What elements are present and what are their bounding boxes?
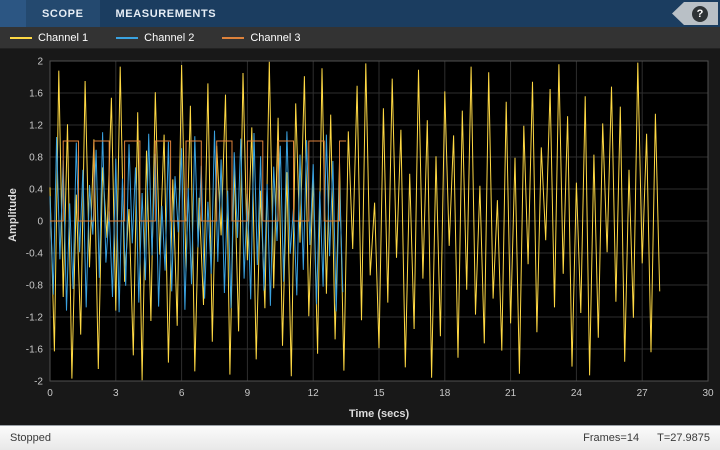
y-tick-label: 1.2 — [29, 121, 43, 132]
y-tick-label: 0.8 — [29, 153, 43, 164]
series-line-channel-1 — [49, 61, 661, 381]
help-icon[interactable]: ? — [692, 5, 708, 22]
channel-1-line-swatch — [10, 36, 32, 39]
status-bar: Stopped Frames=14 T=27.9875 — [0, 425, 720, 450]
y-tick-label: 1.6 — [29, 89, 43, 100]
legend-item-channel-2[interactable]: Channel 2 — [116, 32, 194, 44]
x-tick-label: 12 — [308, 388, 320, 399]
y-tick-label: -2 — [34, 377, 43, 388]
y-tick-label: -1.6 — [26, 345, 44, 356]
y-tick-label: 2 — [37, 57, 43, 68]
y-tick-label: -1.2 — [26, 313, 44, 324]
legend-item-channel-1[interactable]: Channel 1 — [10, 32, 88, 44]
channel-2-line-swatch — [116, 36, 139, 39]
scope-canvas[interactable]: 0 3 6 9 12 15 18 21 24 27 30 2 1.6 1.2 0.8 0.4 0 -0.4 -0.8… — [0, 49, 720, 424]
x-tick-label: 18 — [439, 388, 451, 399]
app-menu-button[interactable] — [0, 0, 26, 27]
legend-label-channel-1: Channel 1 — [38, 31, 89, 44]
legend-item-channel-3[interactable]: Channel 3 — [222, 32, 300, 44]
time-counter: T=27.9875 — [657, 432, 710, 444]
tab-scope[interactable]: SCOPE — [26, 0, 100, 27]
y-tick-label: 0 — [37, 217, 43, 228]
scope-display[interactable]: 0 3 6 9 12 15 18 21 24 27 30 2 1.6 1.2 0.8 0.4 0 -0.4 -0.8… — [0, 49, 720, 425]
legend-label-channel-2: Channel 2 — [144, 31, 195, 44]
y-tick-label: -0.8 — [26, 281, 44, 292]
x-tick-label: 21 — [505, 388, 517, 399]
x-tick-label: 27 — [637, 388, 649, 399]
legend-label-channel-3: Channel 3 — [250, 31, 301, 44]
series-line-channel-3 — [50, 140, 347, 222]
help-tab[interactable]: ? — [672, 2, 718, 25]
series-line-channel-2 — [49, 130, 344, 313]
x-tick-label: 24 — [571, 388, 583, 399]
legend: Channel 1 Channel 2 Channel 3 — [0, 27, 720, 49]
x-tick-label: 3 — [113, 388, 119, 399]
channel-3-line-swatch — [222, 36, 245, 39]
x-tick-label: 6 — [179, 388, 185, 399]
tab-measurements[interactable]: MEASUREMENTS — [115, 7, 217, 20]
toolstrip: SCOPE MEASUREMENTS ? — [0, 0, 720, 27]
status-text: Stopped — [10, 432, 51, 444]
y-tick-label: 0.4 — [29, 185, 43, 196]
x-tick-label: 0 — [47, 388, 53, 399]
y-tick-label: -0.4 — [26, 249, 44, 260]
frames-counter: Frames=14 — [583, 432, 640, 444]
x-tick-label: 15 — [373, 388, 385, 399]
x-tick-label: 9 — [245, 388, 251, 399]
x-tick-label: 30 — [702, 388, 714, 399]
